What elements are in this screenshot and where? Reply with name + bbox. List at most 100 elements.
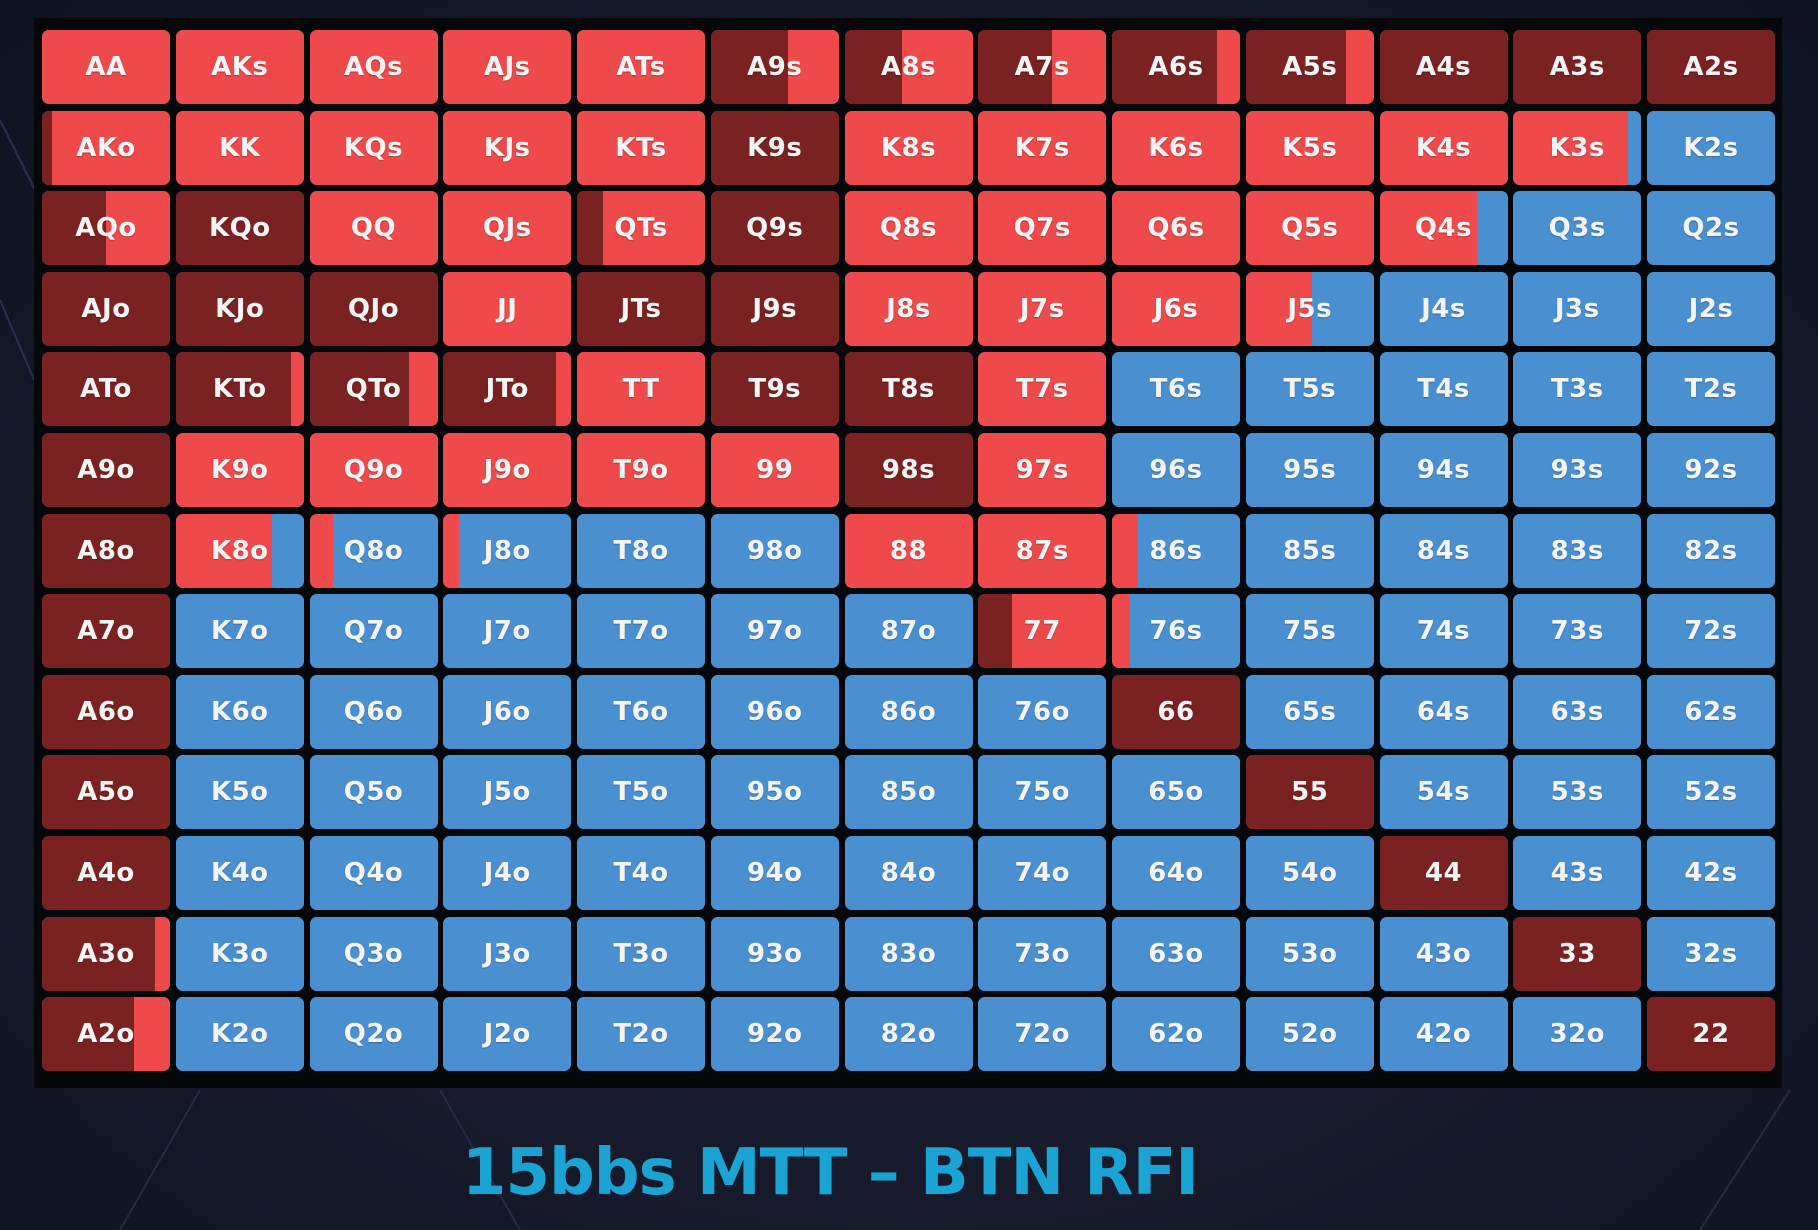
hand-cell-K9s[interactable]: K9s [710,110,839,185]
hand-cell-ATo[interactable]: ATo [42,352,170,427]
hand-cell-85o[interactable]: 85o [844,755,973,830]
hand-cell-AJs[interactable]: AJs [443,30,572,104]
hand-cell-K4s[interactable]: K4s [1379,110,1508,185]
hand-cell-AKs[interactable]: AKs [175,30,304,104]
hand-cell-JJ[interactable]: JJ [443,271,572,346]
hand-cell-T5s[interactable]: T5s [1245,352,1374,427]
hand-cell-J4s[interactable]: J4s [1379,271,1508,346]
hand-cell-T3s[interactable]: T3s [1513,352,1642,427]
hand-cell-T9o[interactable]: T9o [577,433,705,507]
hand-cell-63s[interactable]: 63s [1513,674,1642,749]
hand-cell-A6o[interactable]: A6o [42,674,170,749]
hand-cell-Q4o[interactable]: Q4o [309,836,438,910]
hand-cell-32s[interactable]: 32s [1647,916,1775,991]
hand-cell-AKo[interactable]: AKo [42,110,170,185]
hand-cell-AJo[interactable]: AJo [42,271,170,346]
hand-cell-J9o[interactable]: J9o [443,433,572,507]
hand-cell-Q2o[interactable]: Q2o [309,997,438,1072]
hand-cell-43o[interactable]: 43o [1379,916,1508,991]
hand-cell-J8s[interactable]: J8s [844,271,973,346]
hand-cell-A2o[interactable]: A2o [42,997,170,1072]
hand-cell-Q6s[interactable]: Q6s [1112,191,1240,266]
hand-cell-T7s[interactable]: T7s [978,352,1107,427]
hand-cell-A4o[interactable]: A4o [42,836,170,910]
hand-cell-K6s[interactable]: K6s [1112,110,1240,185]
hand-cell-T8o[interactable]: T8o [577,513,705,588]
hand-cell-QJo[interactable]: QJo [309,271,438,346]
hand-cell-T4o[interactable]: T4o [577,836,705,910]
hand-cell-K3s[interactable]: K3s [1513,110,1642,185]
hand-cell-AA[interactable]: AA [42,30,170,104]
hand-cell-62s[interactable]: 62s [1647,674,1775,749]
hand-cell-K5s[interactable]: K5s [1245,110,1374,185]
hand-cell-T9s[interactable]: T9s [710,352,839,427]
hand-cell-66[interactable]: 66 [1112,674,1240,749]
hand-cell-K2s[interactable]: K2s [1647,110,1775,185]
hand-cell-83o[interactable]: 83o [844,916,973,991]
hand-cell-Q3o[interactable]: Q3o [309,916,438,991]
hand-cell-T7o[interactable]: T7o [577,594,705,669]
hand-cell-KQo[interactable]: KQo [175,191,304,266]
hand-cell-Q9o[interactable]: Q9o [309,433,438,507]
hand-cell-T3o[interactable]: T3o [577,916,705,991]
hand-cell-JTs[interactable]: JTs [577,271,705,346]
hand-cell-82o[interactable]: 82o [844,997,973,1072]
hand-cell-55[interactable]: 55 [1245,755,1374,830]
hand-cell-KTs[interactable]: KTs [577,110,705,185]
hand-cell-73o[interactable]: 73o [978,916,1107,991]
hand-cell-J3s[interactable]: J3s [1513,271,1642,346]
hand-cell-82s[interactable]: 82s [1647,513,1775,588]
hand-cell-A5o[interactable]: A5o [42,755,170,830]
hand-cell-AQs[interactable]: AQs [309,30,438,104]
hand-cell-96o[interactable]: 96o [710,674,839,749]
hand-cell-52o[interactable]: 52o [1245,997,1374,1072]
hand-cell-98s[interactable]: 98s [844,433,973,507]
hand-cell-J6s[interactable]: J6s [1112,271,1240,346]
hand-cell-K6o[interactable]: K6o [175,674,304,749]
hand-cell-J2s[interactable]: J2s [1647,271,1775,346]
hand-cell-98o[interactable]: 98o [710,513,839,588]
hand-cell-QTo[interactable]: QTo [309,352,438,427]
hand-cell-J4o[interactable]: J4o [443,836,572,910]
hand-cell-64o[interactable]: 64o [1112,836,1240,910]
hand-cell-43s[interactable]: 43s [1513,836,1642,910]
hand-cell-93o[interactable]: 93o [710,916,839,991]
hand-cell-94s[interactable]: 94s [1379,433,1508,507]
hand-cell-K3o[interactable]: K3o [175,916,304,991]
hand-cell-J5o[interactable]: J5o [443,755,572,830]
hand-cell-94o[interactable]: 94o [710,836,839,910]
hand-cell-75o[interactable]: 75o [978,755,1107,830]
hand-cell-T8s[interactable]: T8s [844,352,973,427]
hand-cell-J7o[interactable]: J7o [443,594,572,669]
hand-cell-A4s[interactable]: A4s [1379,30,1508,104]
hand-cell-Q8o[interactable]: Q8o [309,513,438,588]
hand-cell-65o[interactable]: 65o [1112,755,1240,830]
hand-cell-T4s[interactable]: T4s [1379,352,1508,427]
hand-cell-96s[interactable]: 96s [1112,433,1240,507]
hand-cell-KJs[interactable]: KJs [443,110,572,185]
hand-cell-KJo[interactable]: KJo [175,271,304,346]
hand-cell-76s[interactable]: 76s [1112,594,1240,669]
hand-cell-J3o[interactable]: J3o [443,916,572,991]
hand-cell-53o[interactable]: 53o [1245,916,1374,991]
hand-cell-TT[interactable]: TT [577,352,705,427]
hand-cell-76o[interactable]: 76o [978,674,1107,749]
hand-cell-65s[interactable]: 65s [1245,674,1374,749]
hand-cell-92o[interactable]: 92o [710,997,839,1072]
hand-cell-Q8s[interactable]: Q8s [844,191,973,266]
hand-cell-63o[interactable]: 63o [1112,916,1240,991]
hand-cell-J9s[interactable]: J9s [710,271,839,346]
hand-cell-84s[interactable]: 84s [1379,513,1508,588]
hand-cell-87s[interactable]: 87s [978,513,1107,588]
hand-cell-A3s[interactable]: A3s [1513,30,1642,104]
hand-cell-A5s[interactable]: A5s [1245,30,1374,104]
hand-cell-52s[interactable]: 52s [1647,755,1775,830]
hand-cell-KTo[interactable]: KTo [175,352,304,427]
hand-cell-Q4s[interactable]: Q4s [1379,191,1508,266]
hand-cell-92s[interactable]: 92s [1647,433,1775,507]
hand-cell-88[interactable]: 88 [844,513,973,588]
hand-cell-Q3s[interactable]: Q3s [1513,191,1642,266]
hand-cell-T6s[interactable]: T6s [1112,352,1240,427]
hand-cell-QJs[interactable]: QJs [443,191,572,266]
hand-cell-32o[interactable]: 32o [1513,997,1642,1072]
